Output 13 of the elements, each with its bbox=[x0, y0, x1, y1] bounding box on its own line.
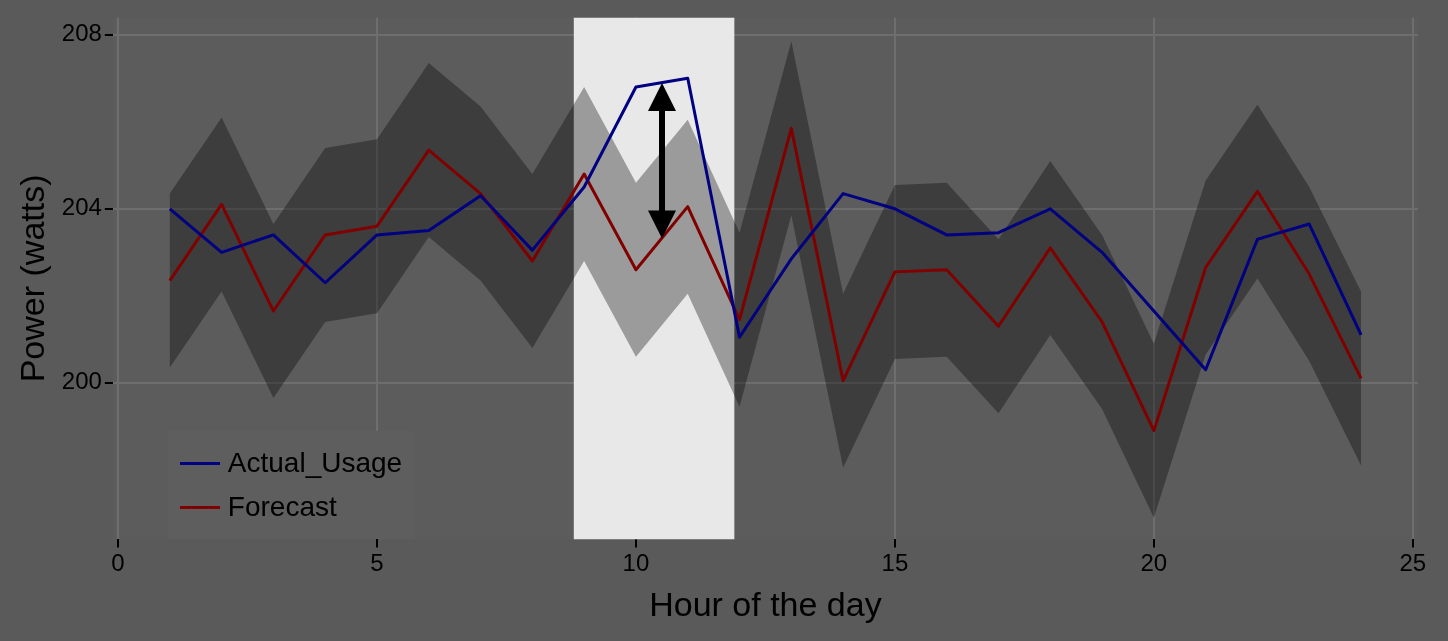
y-tick-label: 204 bbox=[61, 193, 102, 221]
y-tick-label: 208 bbox=[61, 19, 102, 47]
x-axis-title: Hour of the day bbox=[649, 584, 882, 623]
x-tick-label: 0 bbox=[111, 549, 125, 577]
x-tick-label: 15 bbox=[881, 549, 909, 577]
legend-label: Actual_Usage bbox=[227, 447, 403, 480]
x-tick-label: 10 bbox=[622, 549, 650, 577]
y-tick-label: 200 bbox=[61, 367, 102, 395]
legend-label: Forecast bbox=[227, 491, 337, 524]
x-tick-label: 20 bbox=[1140, 549, 1168, 577]
y-axis-title: Power (watts) bbox=[12, 174, 51, 383]
x-tick-label: 5 bbox=[370, 549, 384, 577]
x-tick-label: 25 bbox=[1399, 549, 1427, 577]
